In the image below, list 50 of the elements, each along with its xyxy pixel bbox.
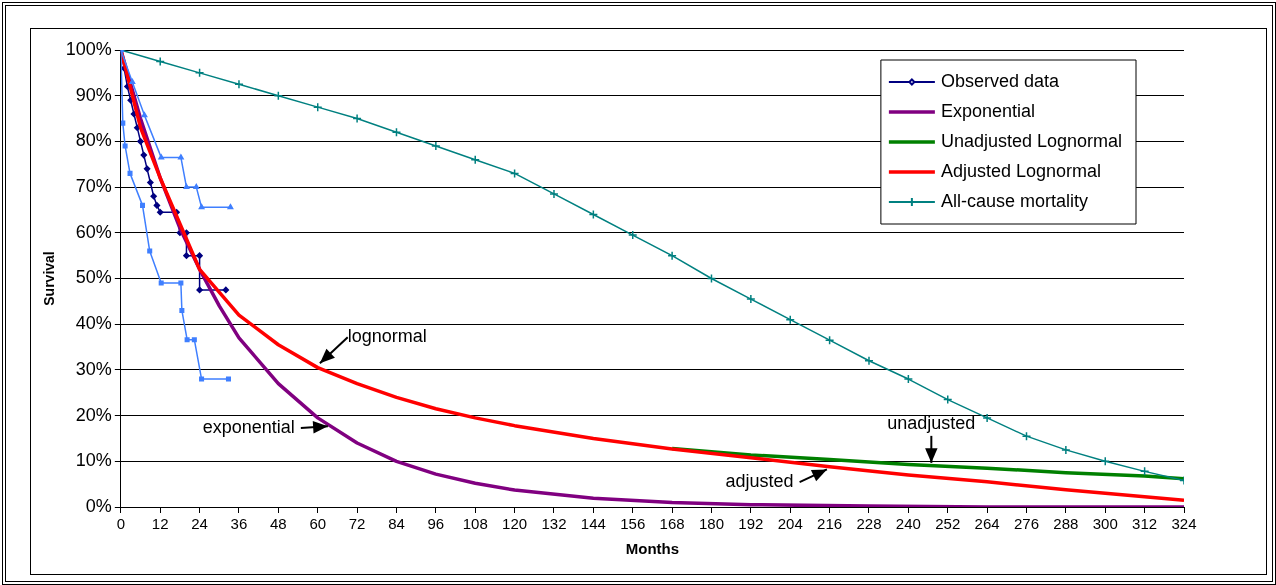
y-tick-label: 10% xyxy=(75,450,112,471)
x-tick-label: 96 xyxy=(427,515,445,533)
y-axis-title: Survival xyxy=(41,251,58,306)
x-tick-label: 84 xyxy=(388,515,405,533)
y-tick-label: 100% xyxy=(65,38,112,59)
x-tick-label: 48 xyxy=(270,515,287,533)
legend-label: Exponential xyxy=(940,100,1035,121)
y-tick-label: 50% xyxy=(75,267,112,288)
y-tick-label: 20% xyxy=(75,404,112,425)
x-tick-label: 108 xyxy=(462,515,488,533)
x-tick-label: 12 xyxy=(151,515,169,533)
x-tick-label: 312 xyxy=(1132,515,1158,533)
y-tick-label: 70% xyxy=(75,176,112,197)
annotation: adjusted xyxy=(725,471,794,492)
y-tick-label: 80% xyxy=(75,130,112,151)
annotation: unadjusted xyxy=(887,412,976,433)
x-tick-label: 288 xyxy=(1053,515,1079,533)
x-tick-label: 168 xyxy=(659,515,685,533)
x-tick-label: 240 xyxy=(895,515,921,533)
y-tick-label: 40% xyxy=(75,313,112,334)
y-tick-label: 60% xyxy=(75,221,112,242)
y-tick-label: 90% xyxy=(75,84,112,105)
x-tick-label: 132 xyxy=(541,515,567,533)
x-tick-label: 216 xyxy=(817,515,843,533)
x-tick-label: 228 xyxy=(856,515,882,533)
y-tick-label: 0% xyxy=(85,495,112,516)
legend-label: All-cause mortality xyxy=(940,190,1088,211)
x-tick-label: 180 xyxy=(698,515,724,533)
y-tick-label: 30% xyxy=(75,358,112,379)
annotation: exponential xyxy=(202,417,295,438)
x-tick-label: 156 xyxy=(620,515,646,533)
x-tick-label: 264 xyxy=(974,515,1000,533)
legend-label: Observed data xyxy=(940,70,1060,91)
x-tick-label: 144 xyxy=(580,515,606,533)
x-tick-label: 324 xyxy=(1171,515,1197,533)
x-tick-label: 204 xyxy=(777,515,803,533)
x-tick-label: 120 xyxy=(502,515,528,533)
x-tick-label: 60 xyxy=(309,515,327,533)
x-tick-label: 276 xyxy=(1013,515,1040,533)
x-tick-label: 24 xyxy=(191,515,208,533)
x-axis-title: Months xyxy=(625,540,680,558)
annotation: lognormal xyxy=(347,326,427,347)
x-tick-label: 192 xyxy=(738,515,764,533)
x-tick-label: 36 xyxy=(230,515,248,533)
legend-label: Unadjusted Lognormal xyxy=(940,130,1123,151)
x-tick-label: 300 xyxy=(1092,515,1118,533)
x-tick-label: 0 xyxy=(116,515,126,533)
x-tick-label: 252 xyxy=(935,515,961,533)
x-tick-label: 72 xyxy=(348,515,366,533)
legend-label: Adjusted Lognormal xyxy=(940,160,1101,181)
